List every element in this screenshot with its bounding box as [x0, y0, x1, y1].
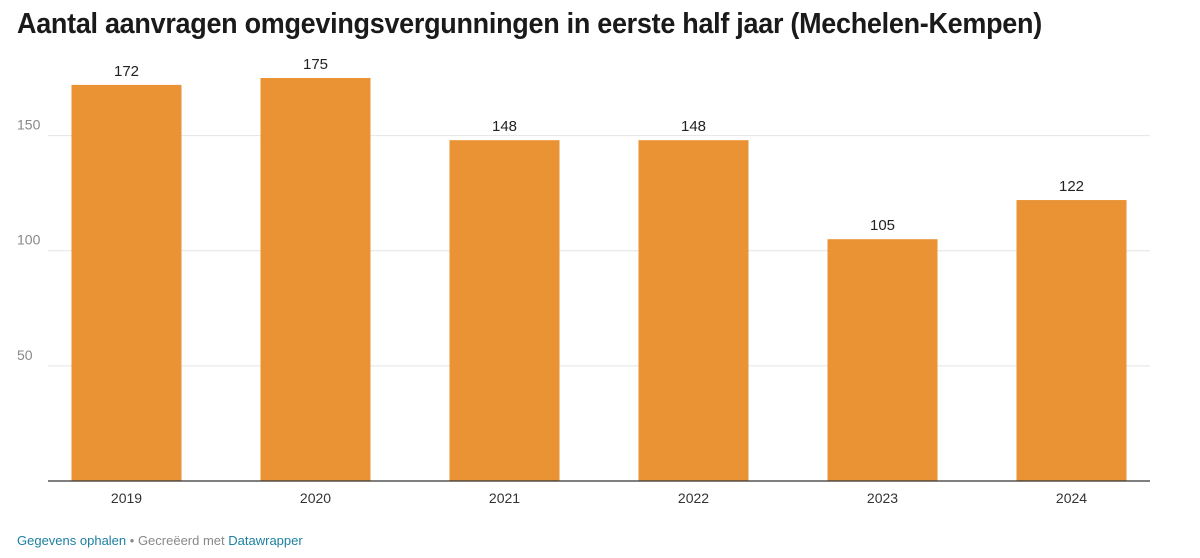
bar	[449, 140, 560, 482]
created-with-text: Gecreëerd met	[137, 533, 229, 548]
value-label: 148	[492, 118, 517, 135]
bar	[1016, 200, 1127, 481]
x-tick-label: 2021	[489, 490, 520, 506]
value-label: 148	[681, 118, 706, 135]
bar	[260, 78, 371, 481]
bar	[71, 84, 182, 481]
x-tick-label: 2024	[1056, 490, 1087, 506]
y-tick-label: 50	[17, 347, 33, 363]
value-label: 105	[870, 217, 895, 234]
x-tick-label: 2019	[111, 490, 142, 506]
value-label: 122	[1059, 178, 1084, 195]
chart-title: Aantal aanvragen omgevingsvergunningen i…	[17, 8, 1042, 40]
x-tick-label: 2020	[300, 490, 331, 506]
value-label: 172	[114, 63, 139, 80]
y-tick-label: 100	[17, 232, 41, 248]
value-label: 175	[303, 56, 328, 73]
datawrapper-link[interactable]: Datawrapper	[228, 533, 303, 548]
x-tick-label: 2022	[678, 490, 709, 506]
bar	[827, 239, 938, 481]
footer-separator: •	[126, 533, 138, 548]
chart-footer: Gegevens ophalen • Gecreëerd met Datawra…	[17, 533, 303, 548]
x-tick-label: 2023	[867, 490, 898, 506]
get-data-link[interactable]: Gegevens ophalen	[17, 533, 127, 548]
bar	[638, 140, 749, 482]
y-tick-label: 150	[17, 117, 41, 133]
